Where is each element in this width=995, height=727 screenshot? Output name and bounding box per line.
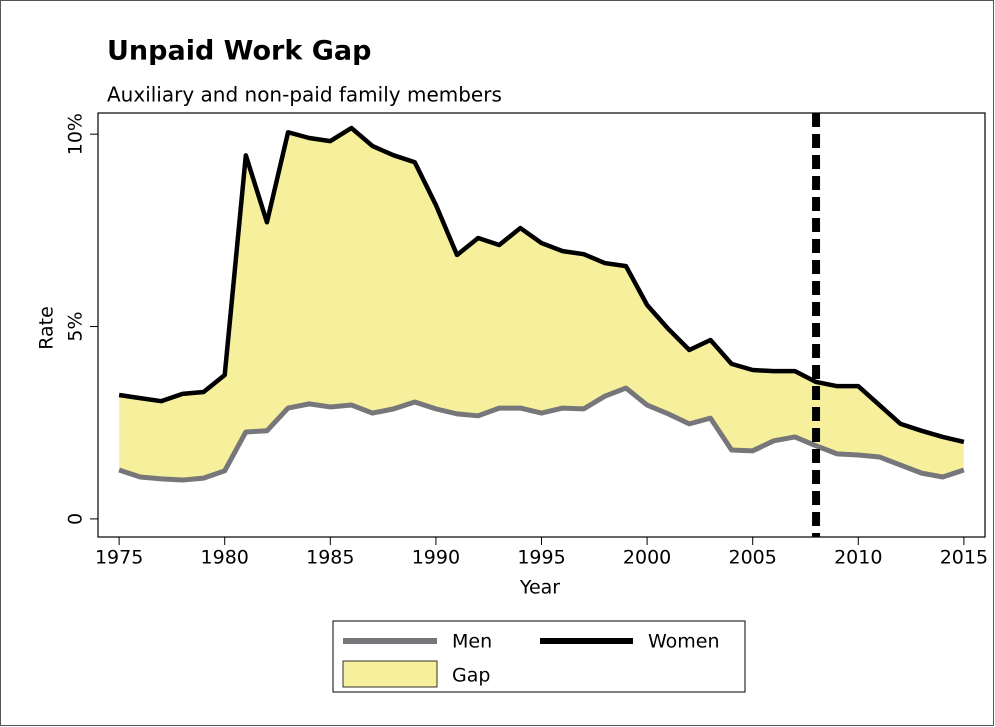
x-tick-label: 2005 <box>729 547 777 569</box>
x-tick-label: 1975 <box>95 547 143 569</box>
gap-area <box>119 128 964 481</box>
legend-label: Gap <box>452 665 490 687</box>
chart-title: Unpaid Work Gap <box>107 36 371 67</box>
x-axis-label: Year <box>519 577 560 599</box>
legend-label: Men <box>452 631 492 653</box>
series-line <box>118 125 965 445</box>
legend-swatch <box>342 660 438 688</box>
x-tick-label: 1995 <box>517 547 565 569</box>
legend-label: Women <box>648 631 720 653</box>
x-tick-label: 2010 <box>834 547 882 569</box>
x-tick-label: 2015 <box>940 547 988 569</box>
chart-subtitle: Auxiliary and non-paid family members <box>107 83 502 107</box>
series-line <box>118 385 965 483</box>
x-tick-label: 1990 <box>412 547 460 569</box>
x-tick-label: 2000 <box>623 547 671 569</box>
x-tick-label: 1985 <box>306 547 354 569</box>
y-tick-label: 5% <box>65 311 87 341</box>
y-axis-label: Rate <box>36 306 58 350</box>
x-tick-label: 1980 <box>201 547 249 569</box>
y-tick-label: 10% <box>65 113 87 155</box>
y-tick-label: 0 <box>65 513 87 525</box>
